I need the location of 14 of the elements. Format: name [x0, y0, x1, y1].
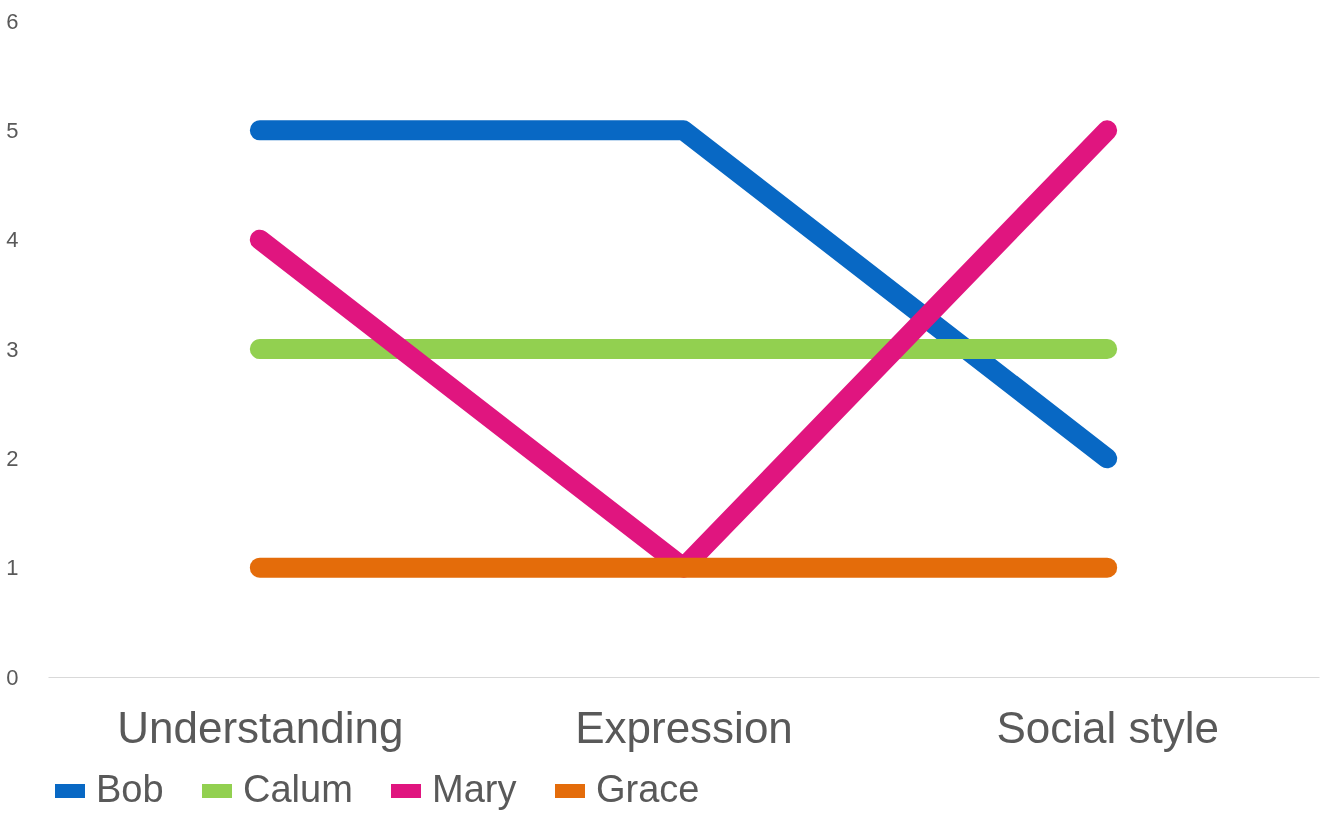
y-tick-label: 0: [6, 664, 19, 690]
legend-label: Grace: [596, 768, 700, 810]
legend-label: Calum: [243, 768, 353, 810]
x-tick-label: Understanding: [117, 702, 404, 752]
y-tick-label: 4: [6, 227, 19, 253]
x-tick-label: Expression: [575, 702, 793, 752]
y-tick-label: 5: [6, 117, 19, 143]
x-tick-label: Social style: [996, 702, 1219, 752]
y-tick-label: 2: [6, 445, 19, 471]
legend-label: Mary: [432, 768, 517, 810]
y-tick-label: 1: [6, 555, 19, 581]
legend-label: Bob: [96, 768, 164, 810]
y-tick-label: 6: [6, 8, 19, 34]
y-tick-label: 3: [6, 336, 19, 362]
